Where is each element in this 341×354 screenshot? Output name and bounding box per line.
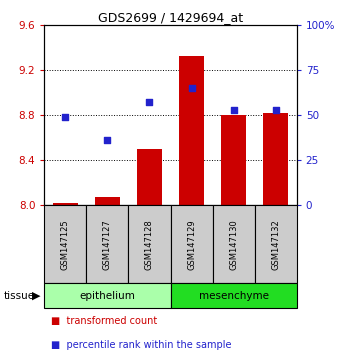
Text: GSM147129: GSM147129 (187, 219, 196, 270)
Point (189, 85, 194, 91)
Text: GSM147132: GSM147132 (271, 219, 280, 270)
Bar (53, 203, 78, 205)
Text: ■  percentile rank within the sample: ■ percentile rank within the sample (51, 341, 232, 350)
Bar (170, 205, 212, 283)
Point (63, 114, 68, 120)
Text: tissue: tissue (3, 291, 34, 301)
Title: GDS2699 / 1429694_at: GDS2699 / 1429694_at (98, 11, 243, 24)
Text: GSM147130: GSM147130 (229, 219, 238, 270)
Text: epithelium: epithelium (79, 291, 135, 301)
Bar (179, 56, 204, 205)
Text: GSM147125: GSM147125 (61, 219, 70, 270)
Bar (255, 205, 297, 283)
Bar (86, 205, 129, 283)
Bar (44, 205, 86, 283)
Bar (263, 113, 288, 205)
Text: mesenchyme: mesenchyme (198, 291, 269, 301)
Bar (212, 205, 255, 283)
Point (273, 107, 278, 113)
Bar (95, 198, 120, 205)
Point (105, 137, 110, 143)
Text: GSM147127: GSM147127 (103, 219, 112, 270)
Point (231, 107, 236, 113)
Text: GSM147128: GSM147128 (145, 219, 154, 270)
Bar (129, 205, 170, 283)
Bar (44, 283, 170, 308)
Bar (170, 283, 297, 308)
Text: ■  transformed count: ■ transformed count (51, 316, 158, 326)
Point (147, 99, 152, 105)
Text: ▶: ▶ (32, 291, 41, 301)
Bar (221, 115, 246, 205)
Bar (137, 149, 162, 205)
